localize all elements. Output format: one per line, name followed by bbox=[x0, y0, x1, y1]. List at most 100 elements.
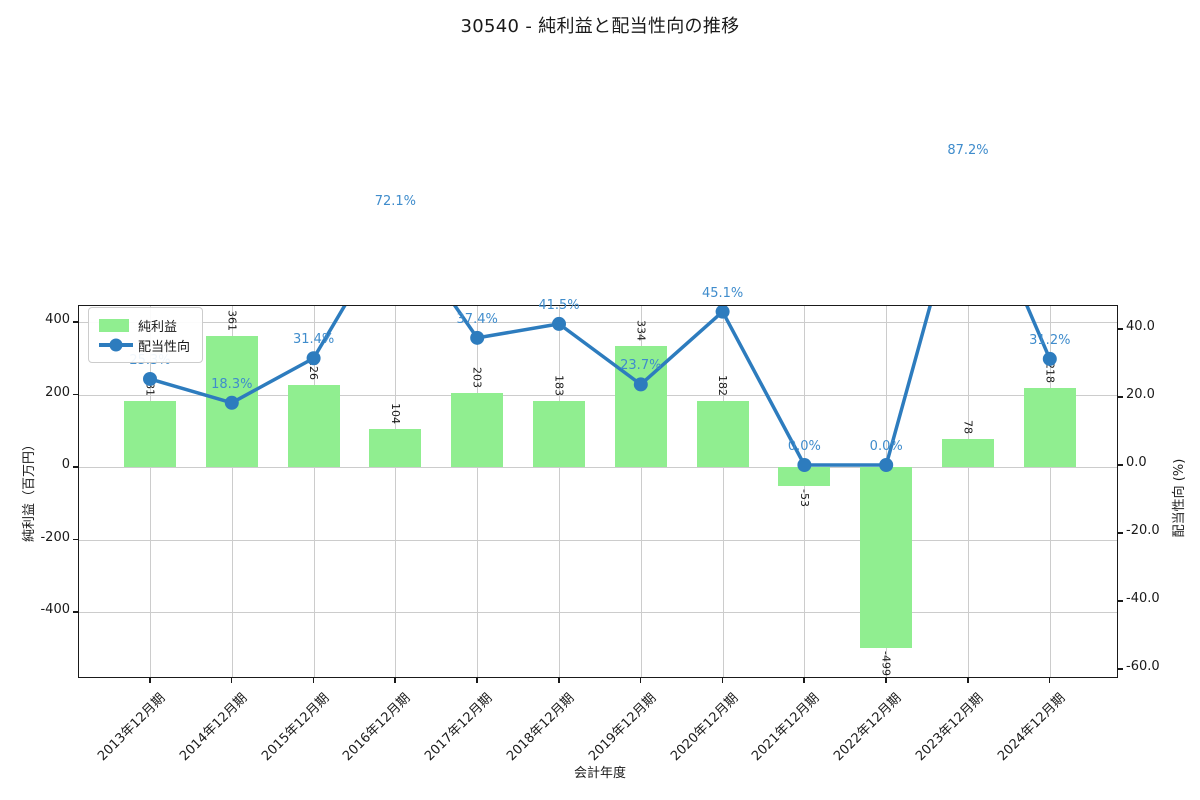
tick-mark bbox=[803, 678, 805, 683]
line-marker bbox=[143, 371, 157, 386]
tick-mark bbox=[558, 678, 560, 683]
y-tick-label-right: -40.0 bbox=[1126, 591, 1160, 606]
y-axis-label-right: 配当性向 (%) bbox=[1172, 458, 1187, 538]
h-gridline bbox=[79, 322, 1117, 323]
line-marker bbox=[797, 458, 812, 472]
payout-pct-label: 45.1% bbox=[701, 285, 744, 301]
v-gridline bbox=[559, 306, 560, 677]
v-gridline bbox=[804, 306, 806, 677]
line-marker bbox=[306, 351, 321, 366]
payout-line bbox=[143, 306, 1057, 472]
y-tick-label-left: -400 bbox=[40, 602, 70, 617]
bar-value-label: 183 bbox=[552, 374, 566, 396]
line-marker bbox=[1042, 351, 1057, 366]
tick-mark bbox=[639, 678, 642, 683]
bar-value-label: 104 bbox=[388, 403, 402, 425]
payout-pct-label: 0.0% bbox=[869, 439, 903, 454]
legend-item-payout-ratio: 配当性向 bbox=[99, 335, 190, 355]
bar-value-label: -499 bbox=[879, 650, 893, 676]
payout-pct-label: 31.2% bbox=[1029, 332, 1071, 348]
tick-mark bbox=[73, 466, 78, 468]
bar-value-label: -53 bbox=[797, 489, 811, 508]
tick-mark bbox=[73, 393, 78, 395]
tick-mark bbox=[1118, 600, 1123, 602]
tick-mark bbox=[1118, 668, 1123, 670]
y-tick-label-right: -20.0 bbox=[1126, 523, 1160, 538]
payout-pct-label: 72.1% bbox=[374, 193, 417, 209]
tick-mark bbox=[230, 678, 233, 683]
tick-mark bbox=[73, 321, 78, 323]
bar bbox=[369, 429, 422, 467]
bar bbox=[696, 401, 749, 467]
tick-mark bbox=[394, 678, 396, 683]
line-marker bbox=[552, 316, 566, 331]
h-gridline bbox=[79, 394, 1117, 396]
line-marker bbox=[633, 377, 648, 392]
bar bbox=[124, 401, 176, 467]
line-marker bbox=[224, 395, 239, 410]
v-gridline bbox=[1049, 306, 1051, 677]
bar bbox=[614, 345, 667, 467]
legend-item-net-profit: 純利益 bbox=[99, 315, 190, 335]
line-marker bbox=[879, 458, 894, 472]
payout-pct-label: 18.3% bbox=[211, 376, 253, 392]
bar bbox=[860, 467, 913, 648]
v-gridline bbox=[640, 306, 642, 677]
tick-mark bbox=[476, 678, 478, 683]
bar bbox=[778, 467, 831, 487]
v-gridline bbox=[395, 306, 397, 677]
legend-label: 配当性向 bbox=[138, 339, 191, 355]
bar-value-label: 182 bbox=[716, 375, 730, 397]
y-tick-label-left: 400 bbox=[45, 312, 70, 327]
bar bbox=[942, 438, 994, 467]
y-tick-label-left: -200 bbox=[40, 529, 70, 545]
payout-pct-label: 41.5% bbox=[538, 297, 580, 313]
y-tick-label-right: 0.0 bbox=[1126, 455, 1147, 470]
line-dot-icon bbox=[99, 338, 133, 352]
bar bbox=[451, 393, 504, 467]
tick-mark bbox=[967, 678, 969, 683]
line-marker bbox=[715, 306, 730, 319]
h-gridline bbox=[79, 539, 1117, 541]
plot-area: 181361226104203183334182-53-4997821825.3… bbox=[78, 143, 1118, 678]
y-tick-label-right: 40.0 bbox=[1126, 319, 1155, 334]
line-marker bbox=[470, 330, 485, 345]
bar-value-label: 203 bbox=[470, 367, 484, 389]
bar bbox=[287, 385, 340, 467]
bar-value-label: 334 bbox=[634, 319, 648, 341]
tick-mark bbox=[1118, 464, 1123, 466]
bar bbox=[1023, 387, 1076, 467]
y-tick-label-right: -60.0 bbox=[1126, 659, 1160, 674]
tick-mark bbox=[721, 678, 724, 683]
v-gridline bbox=[231, 306, 233, 677]
tick-mark bbox=[149, 678, 151, 683]
tick-mark bbox=[1118, 532, 1123, 534]
tick-mark bbox=[312, 678, 315, 683]
y-tick-label-right: 20.0 bbox=[1126, 387, 1155, 402]
bar-value-label: 78 bbox=[961, 419, 975, 434]
payout-pct-label: 87.2% bbox=[947, 142, 989, 158]
tick-mark bbox=[1118, 396, 1123, 398]
bar-swatch-icon bbox=[99, 318, 129, 332]
tick-mark bbox=[1048, 678, 1051, 683]
bar-value-label: 361 bbox=[225, 310, 239, 332]
tick-mark bbox=[1118, 328, 1123, 330]
legend: 純利益 配当性向 bbox=[88, 307, 204, 363]
chart-title: 30540 - 純利益と配当性向の推移 bbox=[460, 16, 740, 37]
payout-pct-label: 31.4% bbox=[292, 332, 335, 348]
tick-mark bbox=[73, 611, 78, 613]
bar bbox=[533, 400, 585, 467]
tick-mark bbox=[885, 678, 887, 683]
legend-label: 純利益 bbox=[138, 319, 178, 335]
bar-value-label: 218 bbox=[1043, 361, 1057, 383]
v-gridline bbox=[477, 306, 479, 677]
tick-mark bbox=[73, 538, 78, 540]
v-gridline bbox=[722, 306, 724, 677]
y-tick-label-left: 200 bbox=[45, 384, 70, 400]
y-tick-label-left: 0 bbox=[61, 457, 70, 472]
payout-pct-label: 23.7% bbox=[620, 358, 662, 374]
v-gridline bbox=[313, 306, 315, 677]
x-axis-label: 会計年度 bbox=[573, 766, 626, 781]
payout-pct-label: 0.0% bbox=[787, 439, 821, 454]
